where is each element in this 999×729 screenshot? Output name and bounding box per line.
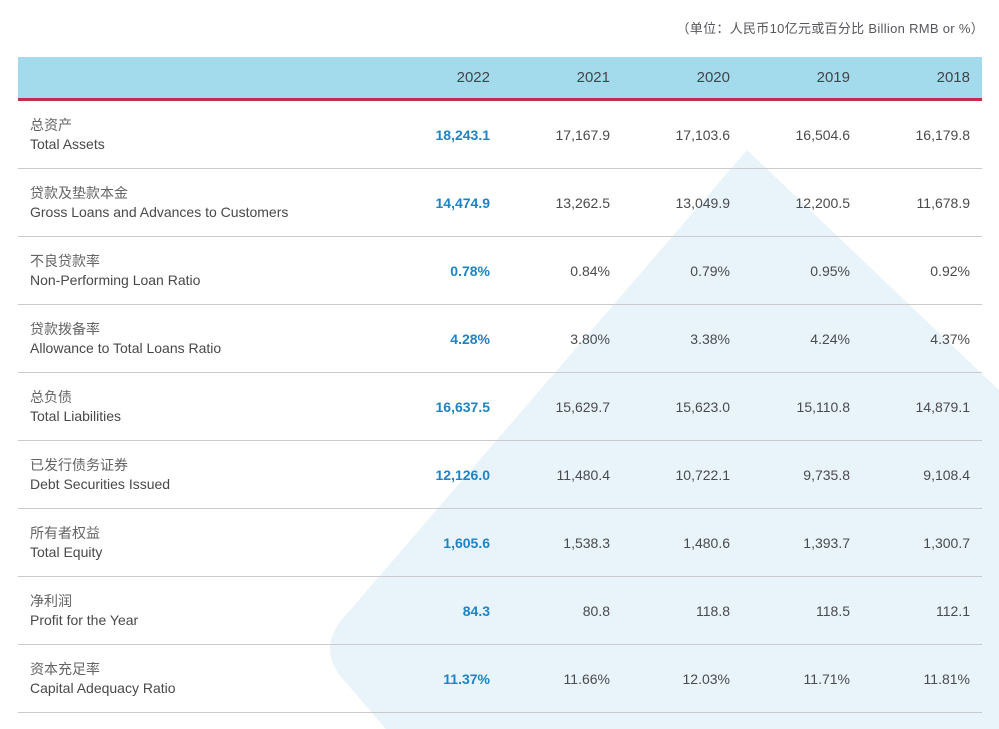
value-cell: 4.28%	[450, 330, 490, 347]
value-cell: 1,300.7	[923, 534, 970, 551]
value-cell: 9,735.8	[803, 466, 850, 483]
value-cell: 18,243.1	[435, 126, 491, 143]
row-label: 已发行债务证券 Debt Securities Issued	[18, 456, 382, 494]
table-row: 净利润 Profit for the Year 84.3 80.8 118.8 118…	[18, 577, 982, 645]
row-label: 净利润 Profit for the Year	[18, 592, 382, 630]
unit-note: （单位：人民币10亿元或百分比 Billion RMB or %）	[676, 21, 984, 36]
row-label-zh: 所有者权益	[30, 524, 100, 541]
row-label-zh: 总资产	[30, 116, 72, 133]
value-cell: 0.84%	[570, 262, 610, 279]
summary-table: 2022 2021 2020 2019 2018 总资产 Total Assets 18…	[18, 57, 982, 713]
value-cell: 15,110.8	[796, 398, 850, 415]
row-label-zh: 已发行债务证券	[30, 456, 128, 473]
value-cell: 13,262.5	[555, 194, 611, 211]
value-cell: 13,049.9	[675, 194, 731, 211]
row-label-en: Debt Securities Issued	[30, 475, 171, 492]
value-cell: 14,474.9	[435, 194, 491, 211]
year-header-2022: 2022	[456, 69, 490, 86]
value-cell: 4.24%	[810, 330, 850, 347]
year-header-2019: 2019	[816, 69, 850, 86]
value-cell: 1,605.6	[443, 534, 490, 551]
table-row: 总资产 Total Assets 18,243.1 17,167.9 17,103.…	[18, 101, 982, 169]
year-header-2020: 2020	[696, 69, 730, 86]
value-cell: 12,200.5	[795, 194, 851, 211]
row-label-zh: 总负债	[30, 388, 72, 405]
value-cell: 9,108.4	[923, 466, 970, 483]
value-cell: 0.78%	[450, 262, 490, 279]
value-cell: 14,879.1	[915, 398, 971, 415]
value-cell: 118.5	[816, 602, 850, 619]
value-cell: 11.37%	[443, 670, 490, 687]
row-label-en: Profit for the Year	[30, 611, 139, 628]
row-label-zh: 净利润	[30, 592, 72, 609]
row-label: 资本充足率 Capital Adequacy Ratio	[18, 660, 382, 698]
value-cell: 17,103.6	[675, 126, 731, 143]
row-label: 总资产 Total Assets	[18, 116, 382, 154]
value-cell: 11.81%	[923, 670, 970, 687]
value-cell: 84.3	[462, 602, 490, 619]
value-cell: 118.8	[696, 602, 730, 619]
table-row: 贷款拨备率 Allowance to Total Loans Ratio 4.2…	[18, 305, 982, 373]
value-cell: 1,393.7	[803, 534, 850, 551]
value-cell: 3.80%	[570, 330, 610, 347]
row-label-en: Non-Performing Loan Ratio	[30, 271, 201, 288]
value-cell: 15,629.7	[555, 398, 611, 415]
row-label-zh: 贷款及垫款本金	[30, 184, 128, 201]
value-cell: 0.79%	[690, 262, 730, 279]
value-cell: 16,179.8	[915, 126, 971, 143]
row-label-zh: 资本充足率	[30, 660, 100, 677]
year-header-2021: 2021	[576, 69, 610, 86]
value-cell: 4.37%	[930, 330, 970, 347]
value-cell: 80.8	[582, 602, 610, 619]
row-label: 总负债 Total Liabilities	[18, 388, 382, 426]
value-cell: 3.38%	[690, 330, 730, 347]
value-cell: 16,504.6	[795, 126, 851, 143]
value-cell: 12,126.0	[435, 466, 491, 483]
value-cell: 10,722.1	[675, 466, 731, 483]
row-label: 贷款拨备率 Allowance to Total Loans Ratio	[18, 320, 382, 358]
table-row: 已发行债务证券 Debt Securities Issued 12,126.0 1…	[18, 441, 982, 509]
row-label-en: Allowance to Total Loans Ratio	[30, 339, 222, 356]
value-cell: 1,480.6	[683, 534, 730, 551]
row-label-en: Total Assets	[30, 135, 105, 152]
row-label-zh: 贷款拨备率	[30, 320, 100, 337]
value-cell: 12.03%	[682, 670, 730, 687]
row-label-en: Total Equity	[30, 543, 103, 560]
year-header-2018: 2018	[936, 69, 970, 86]
table-body: 总资产 Total Assets 18,243.1 17,167.9 17,103.…	[18, 101, 982, 713]
table-header-row: 2022 2021 2020 2019 2018	[18, 57, 982, 101]
row-label: 贷款及垫款本金 Gross Loans and Advances to Cust…	[18, 184, 382, 222]
row-label-en: Total Liabilities	[30, 407, 122, 424]
value-cell: 11,678.9	[916, 194, 970, 211]
value-cell: 16,637.5	[435, 398, 491, 415]
row-label-zh: 不良贷款率	[30, 252, 100, 269]
table-row: 资本充足率 Capital Adequacy Ratio 11.37% 11.66…	[18, 645, 982, 713]
value-cell: 11.66%	[563, 670, 610, 687]
table-row: 贷款及垫款本金 Gross Loans and Advances to Cust…	[18, 169, 982, 237]
row-label-en: Gross Loans and Advances to Customers	[30, 203, 289, 220]
table-row: 所有者权益 Total Equity 1,605.6 1,538.3 1,480.6…	[18, 509, 982, 577]
row-label: 所有者权益 Total Equity	[18, 524, 382, 562]
table-row: 总负债 Total Liabilities 16,637.5 15,629.7 15…	[18, 373, 982, 441]
value-cell: 1,538.3	[563, 534, 610, 551]
value-cell: 11,480.4	[556, 466, 610, 483]
value-cell: 17,167.9	[555, 126, 611, 143]
value-cell: 112.1	[936, 602, 970, 619]
value-cell: 11.71%	[803, 670, 850, 687]
value-cell: 0.92%	[930, 262, 970, 279]
value-cell: 0.95%	[810, 262, 850, 279]
row-label-en: Capital Adequacy Ratio	[30, 679, 176, 696]
table-row: 不良贷款率 Non-Performing Loan Ratio 0.78% 0.8…	[18, 237, 982, 305]
value-cell: 15,623.0	[675, 398, 731, 415]
row-label: 不良贷款率 Non-Performing Loan Ratio	[18, 252, 382, 290]
